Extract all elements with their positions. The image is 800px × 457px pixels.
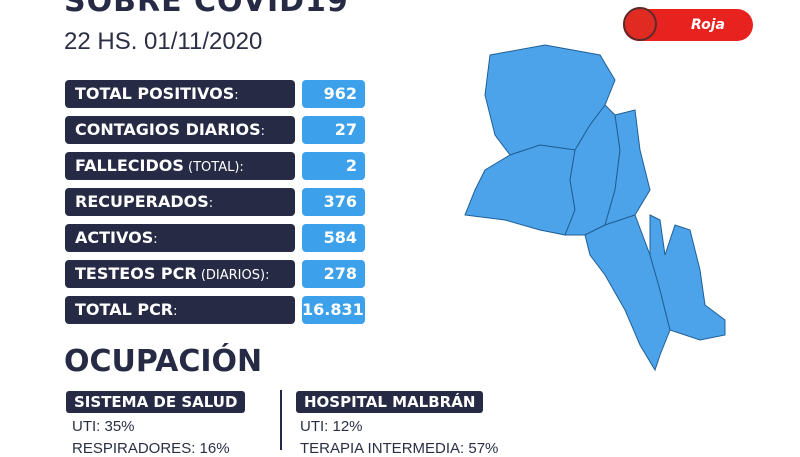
stat-label-text: ACTIVOS bbox=[75, 228, 154, 247]
alert-level-badge: Roja bbox=[623, 7, 753, 41]
stat-label-suffix: : bbox=[153, 232, 158, 247]
health-system-badge: SISTEMA DE SALUD bbox=[66, 391, 246, 413]
alert-indicator-icon bbox=[623, 7, 657, 41]
stat-label-text: TESTEOS PCR bbox=[75, 264, 197, 283]
stat-row: ACTIVOS: 584 bbox=[65, 224, 365, 252]
province-map bbox=[464, 44, 726, 372]
stat-value: 376 bbox=[302, 188, 365, 216]
stat-value: 2 bbox=[302, 152, 365, 180]
stat-label-suffix: (TOTAL): bbox=[183, 160, 244, 175]
hospital-badge: HOSPITAL MALBRÁN bbox=[296, 391, 484, 413]
stat-label: TOTAL POSITIVOS: bbox=[65, 80, 295, 108]
stat-label-text: CONTAGIOS DIARIOS bbox=[75, 120, 261, 139]
stat-label-suffix: : bbox=[208, 196, 214, 211]
stat-value: 27 bbox=[302, 116, 365, 144]
health-system-uti: UTI: 35% bbox=[72, 418, 135, 435]
map-region-south bbox=[584, 214, 671, 372]
stat-label: TESTEOS PCR (DIARIOS): bbox=[65, 260, 295, 288]
stat-value: 278 bbox=[302, 260, 365, 288]
stat-label-suffix: : bbox=[234, 88, 239, 103]
hospital-intermediate-therapy: TERAPIA INTERMEDIA: 57% bbox=[300, 440, 499, 457]
stat-row: TOTAL POSITIVOS: 962 bbox=[65, 80, 365, 108]
stat-label: RECUPERADOS: bbox=[65, 188, 295, 216]
map-region-west bbox=[464, 144, 576, 236]
stat-label-text: TOTAL PCR bbox=[75, 300, 174, 319]
health-system-respirators: RESPIRADORES: 16% bbox=[72, 440, 230, 457]
stat-label: ACTIVOS: bbox=[65, 224, 295, 252]
stat-label-text: FALLECIDOS bbox=[75, 156, 184, 175]
stat-label-text: TOTAL POSITIVOS bbox=[75, 84, 235, 103]
stat-label-suffix: (DIARIOS): bbox=[196, 268, 270, 283]
occupancy-title: OCUPACIÓN bbox=[64, 344, 263, 379]
divider bbox=[280, 390, 282, 450]
stat-label: CONTAGIOS DIARIOS: bbox=[65, 116, 295, 144]
stat-label-text: RECUPERADOS bbox=[75, 192, 209, 211]
stat-row: FALLECIDOS (TOTAL): 2 bbox=[65, 152, 365, 180]
stat-label-suffix: : bbox=[260, 124, 265, 139]
stat-row: CONTAGIOS DIARIOS: 27 bbox=[65, 116, 365, 144]
page-title: SOBRE COVID19 bbox=[64, 0, 349, 19]
stat-value: 962 bbox=[302, 80, 365, 108]
alert-level-label: Roja bbox=[691, 17, 725, 33]
stat-label: TOTAL PCR: bbox=[65, 296, 295, 324]
stat-row: RECUPERADOS: 376 bbox=[65, 188, 365, 216]
hospital-uti: UTI: 12% bbox=[300, 418, 363, 435]
stat-label: FALLECIDOS (TOTAL): bbox=[65, 152, 295, 180]
stat-value: 584 bbox=[302, 224, 365, 252]
stat-row: TESTEOS PCR (DIARIOS): 278 bbox=[65, 260, 365, 288]
stat-value: 16.831 bbox=[302, 296, 365, 324]
report-datetime: 22 HS. 01/11/2020 bbox=[64, 28, 263, 55]
stat-row: TOTAL PCR: 16.831 bbox=[65, 296, 365, 324]
map-region-southeast bbox=[649, 214, 726, 341]
stat-label-suffix: : bbox=[173, 304, 178, 319]
